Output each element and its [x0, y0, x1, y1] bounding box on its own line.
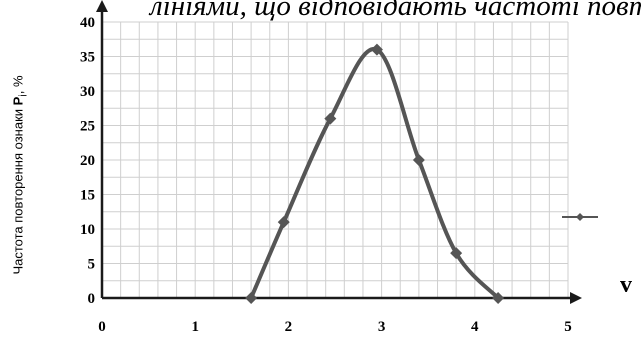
caption-fragment: лініями, що відповідають частоті повт: [150, 0, 641, 22]
x-tick-label: 3: [378, 319, 386, 335]
y-tick-label: 10: [80, 222, 95, 238]
y-axis-label: Частота повторення ознаки Pi, %: [11, 75, 30, 274]
x-tick-label: 5: [564, 319, 572, 335]
y-tick-labels: 0 5 10 15 20 25 30 35 40: [80, 15, 95, 307]
series-layer: [245, 43, 505, 304]
y-tick-label: 40: [80, 15, 95, 31]
data-point-marker: [450, 247, 463, 260]
y-axis-arrow: [96, 0, 108, 12]
data-point-marker: [324, 112, 337, 125]
y-tick-label: 35: [80, 50, 95, 66]
y-axis-unit: , %: [10, 75, 26, 95]
legend-series-marker: [562, 213, 598, 221]
x-tick-label: 4: [471, 319, 479, 335]
x-tick-labels: 0 1 2 3 4 5: [98, 319, 572, 335]
y-tick-label: 0: [88, 291, 96, 307]
x-tick-label: 1: [191, 319, 199, 335]
data-point-marker: [412, 154, 425, 166]
grid-lines: [101, 21, 569, 299]
x-tick-label: 0: [98, 319, 106, 335]
y-tick-label: 30: [80, 84, 95, 100]
x-axis-label: v: [620, 272, 632, 298]
axes: [96, 0, 582, 304]
x-axis-arrow: [570, 292, 582, 304]
data-point-marker: [492, 292, 505, 304]
data-point-marker: [370, 43, 383, 56]
y-tick-label: 15: [80, 188, 95, 204]
y-tick-label: 5: [88, 257, 96, 273]
y-axis-subscript: i: [17, 94, 30, 97]
data-point-marker: [277, 216, 290, 229]
y-tick-label: 20: [80, 153, 95, 169]
y-axis-symbol: P: [10, 96, 26, 106]
y-axis-label-text: Частота повторення ознаки: [10, 108, 26, 275]
data-point-marker: [245, 292, 258, 304]
x-tick-label: 2: [285, 319, 293, 335]
y-tick-label: 25: [80, 119, 95, 135]
